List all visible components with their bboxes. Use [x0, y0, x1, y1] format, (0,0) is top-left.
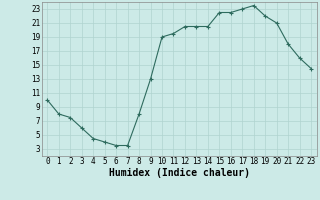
X-axis label: Humidex (Indice chaleur): Humidex (Indice chaleur)	[109, 168, 250, 178]
